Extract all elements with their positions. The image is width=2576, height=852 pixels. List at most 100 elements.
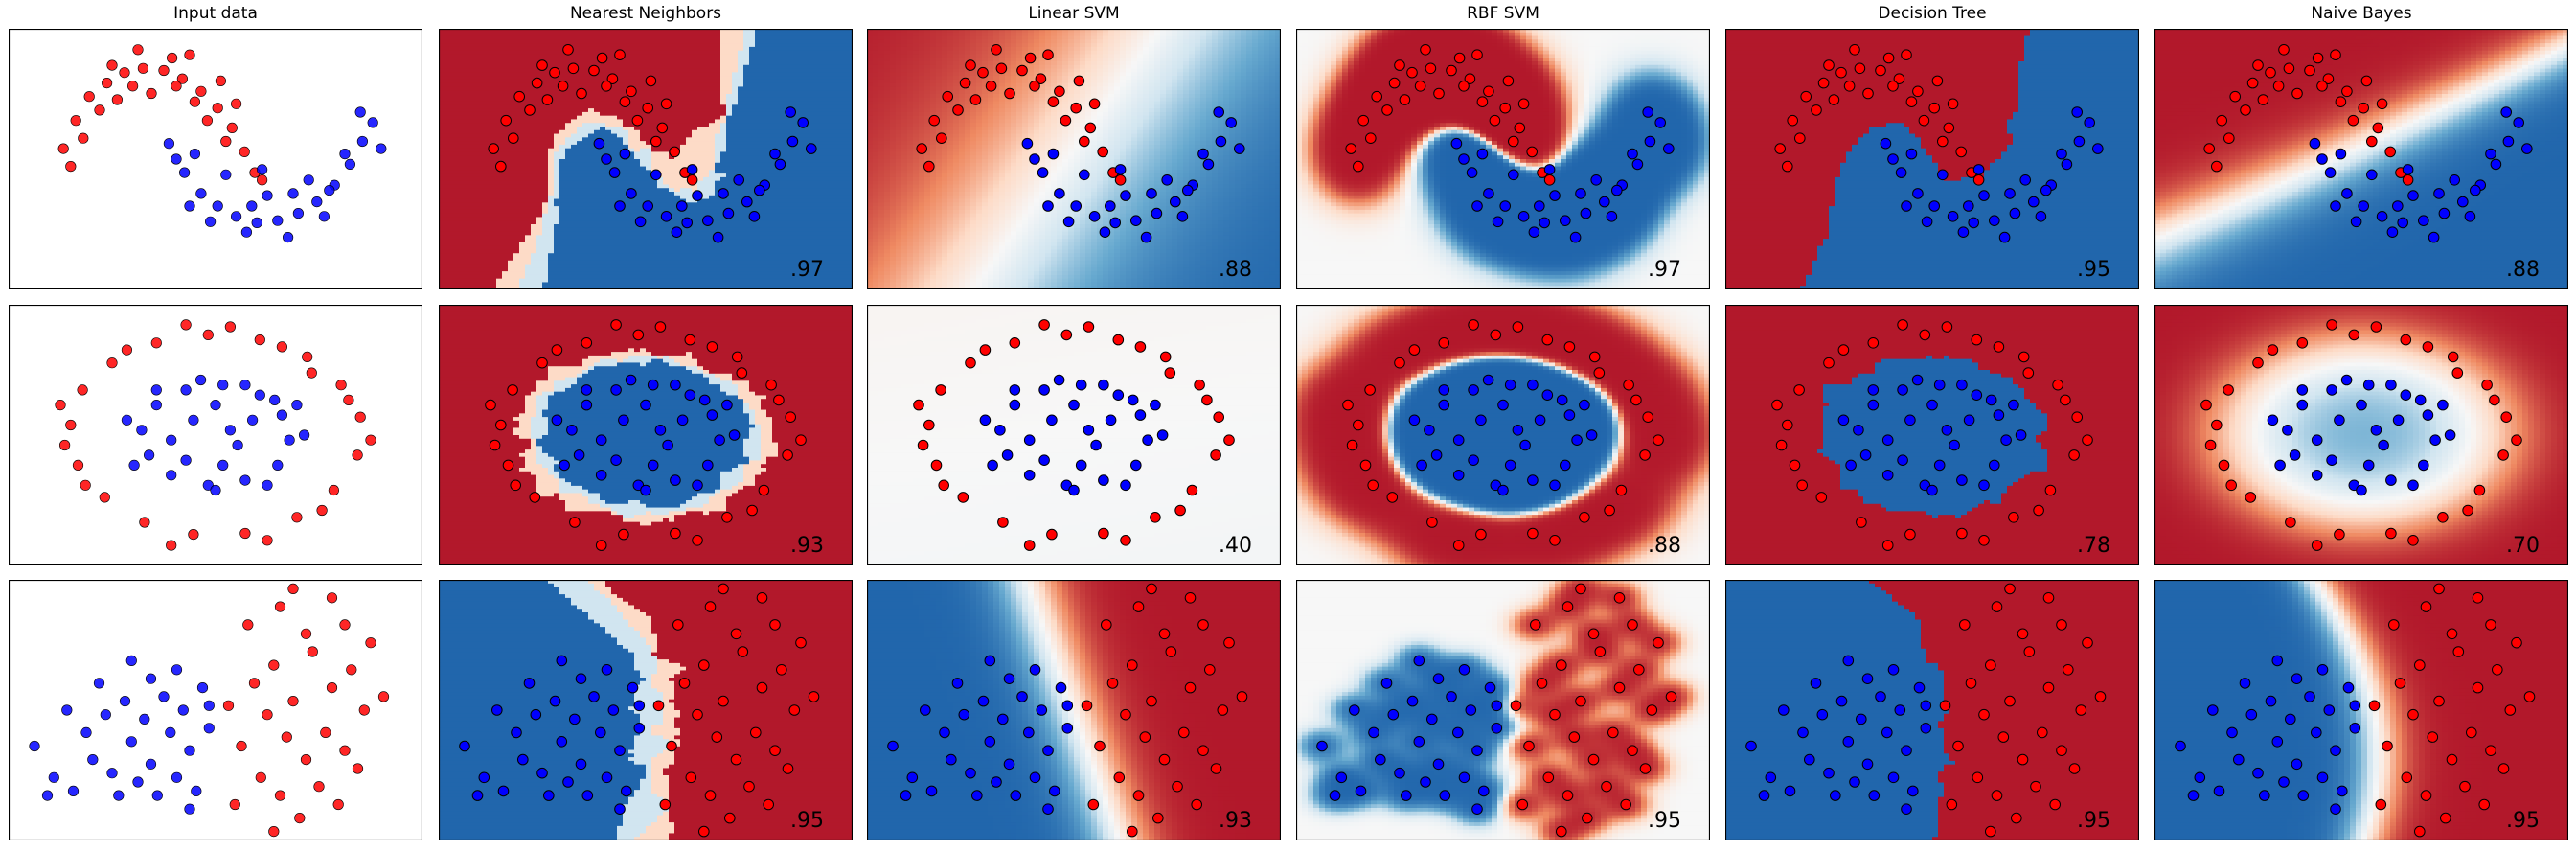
surface-cell [766,206,773,210]
surface-cell [715,86,721,90]
surface-cell [490,184,497,188]
surface-cell [795,98,802,102]
surface-cell [692,61,698,65]
surface-cell [738,214,744,218]
surface-cell [703,159,710,163]
surface-cell [519,271,526,275]
surface-cell [502,261,509,265]
surface-cell [634,257,641,261]
surface-cell [830,134,836,138]
surface-cell [508,167,514,171]
surface-cell [502,228,509,232]
surface-cell [450,112,457,116]
surface-cell [703,265,710,268]
surface-cell [623,173,629,177]
surface-cell [743,104,750,108]
surface-cell [801,181,808,185]
surface-cell [611,112,618,116]
surface-cell [571,134,578,138]
surface-cell [519,275,526,279]
surface-cell [519,130,526,134]
surface-cell [738,112,744,116]
surface-cell [600,43,606,47]
surface-cell [778,134,785,138]
surface-cell [669,253,675,257]
surface-cell [812,43,819,47]
surface-cell [508,267,514,271]
surface-cell [720,149,727,152]
surface-cell [697,261,704,265]
surface-cell [445,155,451,159]
surface-cell [479,261,486,265]
surface-cell [651,282,658,286]
surface-cell [726,90,733,94]
surface-cell [807,80,813,83]
surface-cell [490,43,497,47]
surface-cell [778,36,785,40]
surface-cell [738,51,744,55]
surface-cell [565,141,572,145]
surface-cell [536,130,543,134]
surface-cell [508,181,514,185]
surface-cell [743,58,750,61]
surface-cell [657,232,664,236]
surface-cell [479,192,486,196]
surface-cell [749,43,756,47]
surface-cell [479,232,486,236]
surface-cell [565,112,572,116]
surface-cell [680,141,687,145]
surface-cell [508,224,514,228]
surface-cell [456,210,463,214]
surface-cell [807,196,813,199]
surface-cell [772,224,779,228]
surface-cell [531,65,537,69]
surface-cell [548,167,555,171]
surface-cell [519,47,526,51]
surface-cell [646,39,652,43]
surface-cell [623,137,629,141]
surface-cell [709,199,716,203]
surface-cell [508,177,514,181]
surface-cell [766,239,773,242]
surface-cell [720,127,727,130]
surface-cell [513,33,520,36]
surface-cell [525,235,532,239]
surface-cell [536,267,543,271]
surface-cell [479,249,486,253]
surface-cell [824,246,831,250]
surface-cell [663,235,670,239]
surface-cell [519,51,526,55]
surface-cell [726,265,733,268]
surface-cell [542,267,549,271]
surface-cell [766,261,773,265]
surface-cell [807,173,813,177]
surface-cell [686,282,693,286]
surface-cell [726,167,733,171]
surface-cell [761,271,767,275]
surface-cell [795,192,802,196]
surface-cell [646,279,652,283]
surface-cell [565,94,572,98]
surface-cell [456,202,463,206]
surface-cell [617,271,624,275]
surface-cell [582,199,589,203]
surface-cell [565,275,572,279]
surface-cell [450,202,457,206]
surface-cell [697,54,704,58]
surface-cell [669,116,675,120]
surface-cell [531,239,537,242]
surface-cell [669,69,675,73]
surface-cell [738,145,744,149]
surface-cell [450,134,457,138]
surface-cell [565,170,572,173]
surface-cell [513,282,520,286]
surface-cell [554,54,560,58]
surface-cell [755,242,762,246]
surface-cell [761,267,767,271]
surface-cell [692,228,698,232]
surface-cell [605,214,612,218]
surface-cell [548,151,555,155]
surface-cell [830,94,836,98]
surface-cell [445,235,451,239]
surface-cell [807,232,813,236]
